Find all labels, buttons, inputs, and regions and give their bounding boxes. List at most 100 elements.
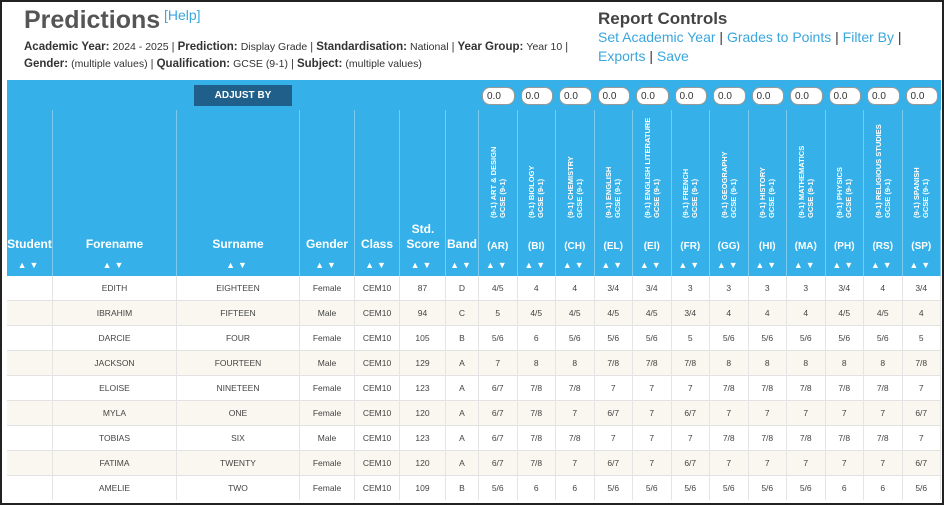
header-gender: Gender ▲▼ [300,110,355,276]
adjust-by-button[interactable]: ADJUST BY [194,85,292,106]
cell-grade-ar: 5 [479,301,518,326]
cell-grade-el: 4/5 [595,301,633,326]
cell-class: CEM10 [355,301,400,326]
adjust-input-bi[interactable] [520,87,553,105]
cell-grade-ma: 7 [787,401,826,426]
sort-arrows-icon[interactable]: ▲▼ [450,260,474,270]
set-academic-year-link[interactable]: Set Academic Year [598,29,716,45]
sort-arrows-icon[interactable]: ▲▼ [870,260,895,270]
cell-std-score: 129 [400,351,446,376]
cell-grade-sp: 5 [903,326,941,351]
cell-grade-ph: 6 [826,476,864,500]
adjust-input-fr[interactable] [674,87,707,105]
table-row[interactable]: TOBIAS SIX Male CEM10 123 A 6/7 7/8 7/8 7 7 7 7/8 7/8… [7,426,941,451]
help-link[interactable]: [Help] [164,7,201,23]
subject-name: (9-1) SPANISH GCSE (9-1) [912,167,931,218]
sort-arrows-icon[interactable]: ▲▼ [832,260,857,270]
table-row[interactable]: AMELIE TWO Female CEM10 109 B 5/6 6 6 5/6 5/6 5/6 5/… [7,476,941,500]
table-row[interactable]: ELOISE NINETEEN Female CEM10 123 A 6/7 7/8 7/8 7 7… [7,376,941,401]
table-row[interactable]: JACKSON FOURTEEN Male CEM10 129 A 7 8 8 7/8 7/8 7/8… [7,351,941,376]
cell-grade-el: 7 [633,451,672,476]
cell-band: A [446,426,479,451]
cell-grade-sp: 7/8 [903,351,941,376]
cell-student [7,326,53,351]
standardisation-label: Standardisation: [316,41,407,53]
sort-arrows-icon[interactable]: ▲▼ [410,260,435,270]
adjust-input-rs[interactable] [867,87,900,105]
sort-arrows-icon[interactable]: ▲▼ [365,260,389,270]
gender-value: (multiple values) [71,58,148,70]
exports-link[interactable]: Exports [598,48,646,64]
table-row[interactable]: DARCIE FOUR Female CEM10 105 B 5/6 6 5/6 5/6 5/6 5 5… [7,326,941,351]
cell-gender: Female [300,326,355,351]
cell-class: CEM10 [355,451,400,476]
adjust-input-ch[interactable] [559,87,592,105]
adjust-input-gg[interactable] [713,87,746,105]
sort-arrows-icon[interactable]: ▲▼ [639,260,664,270]
cell-grade-hi: 7 [749,401,787,426]
cell-grade-gg: 5/6 [710,326,749,351]
adjust-input-el[interactable] [597,87,630,105]
sort-arrows-icon[interactable]: ▲▼ [909,260,934,270]
cell-grade-rs: 4/5 [864,301,903,326]
adjust-input-ma[interactable] [790,87,823,105]
qualification-label: Qualification: [156,58,231,70]
sort-arrows-icon[interactable]: ▲▼ [678,260,703,270]
cell-grade-el: 3/4 [595,276,633,301]
cell-class: CEM10 [355,401,400,426]
sort-arrows-icon[interactable]: ▲▼ [485,260,510,270]
table-row[interactable]: IBRAHIM FIFTEEN Male CEM10 94 C 5 4/5 4/5 4/5 4/5 3… [7,301,941,326]
cell-grade-fr: 6/7 [672,401,710,426]
sort-arrows-icon[interactable]: ▲▼ [226,260,250,270]
filter-by-link[interactable]: Filter By [842,29,894,45]
table-row[interactable]: FATIMA TWENTY Female CEM10 120 A 6/7 7/8 7 6/7 7 6/… [7,451,941,476]
sort-arrows-icon[interactable]: ▲▼ [315,260,339,270]
adjust-input-el[interactable] [636,87,669,105]
cell-grade-el: 6/7 [595,401,633,426]
cell-grade-el: 3/4 [633,276,672,301]
cell-grade-fr: 7/8 [672,351,710,376]
sort-arrows-icon[interactable]: ▲▼ [793,260,818,270]
cell-forename: ELOISE [53,376,177,401]
grades-to-points-link[interactable]: Grades to Points [726,29,832,45]
cell-grade-rs: 8 [864,351,903,376]
sort-arrows-icon[interactable]: ▲▼ [102,260,127,270]
subject-code: (BI) [527,241,545,252]
subject-name: (9-1) ART & DESIGN GCSE (9-1) [488,146,507,218]
adjust-input-ph[interactable] [828,87,861,105]
table-row[interactable]: MYLA ONE Female CEM10 120 A 6/7 7/8 7 6/7 7 6/7 7 7 7 7… [7,401,941,426]
header-forename: Forename ▲▼ [53,110,177,276]
header-subject-el: (9-1) ENGLISH GCSE (9-1) (EL) ▲▼ [595,110,633,276]
adjust-input-sp[interactable] [905,87,938,105]
cell-grade-ma: 4 [787,301,826,326]
table-row[interactable]: EDITH EIGHTEEN Female CEM10 87 D 4/5 4 4 3/4 3/4 3 3… [7,276,941,301]
subject-code: (El) [643,241,660,252]
cell-grade-hi: 3 [749,276,787,301]
cell-grade-hi: 7 [749,451,787,476]
cell-forename: IBRAHIM [53,301,177,326]
header-subject-sp: (9-1) SPANISH GCSE (9-1) (SP) ▲▼ [903,110,941,276]
sort-arrows-icon[interactable]: ▲▼ [17,260,42,270]
sort-arrows-icon[interactable]: ▲▼ [562,260,587,270]
cell-grade-el: 7 [633,376,672,401]
sort-arrows-icon[interactable]: ▲▼ [601,260,626,270]
adjust-input-ar[interactable] [482,87,515,105]
cell-student [7,426,53,451]
cell-grade-fr: 3/4 [672,301,710,326]
header-label-student: Student [7,237,52,251]
sort-arrows-icon[interactable]: ▲▼ [524,260,549,270]
save-link[interactable]: Save [656,48,689,64]
sort-arrows-icon[interactable]: ▲▼ [716,260,741,270]
cell-grade-ch: 6 [556,476,595,500]
cell-grade-el: 7 [595,376,633,401]
adjust-input-hi[interactable] [751,87,784,105]
cell-grade-gg: 4 [710,301,749,326]
subject-name: (9-1) GEOGRAPHY GCSE (9-1) [719,151,738,218]
sort-arrows-icon[interactable]: ▲▼ [755,260,780,270]
subject-code: (AR) [487,241,509,252]
cell-grade-bi: 7/8 [518,401,556,426]
cell-surname: ONE [177,401,300,426]
header-subject-ph: (9-1) PHYSICS GCSE (9-1) (PH) ▲▼ [826,110,864,276]
cell-grade-el: 6/7 [595,451,633,476]
subject-code: (GG) [717,241,740,252]
